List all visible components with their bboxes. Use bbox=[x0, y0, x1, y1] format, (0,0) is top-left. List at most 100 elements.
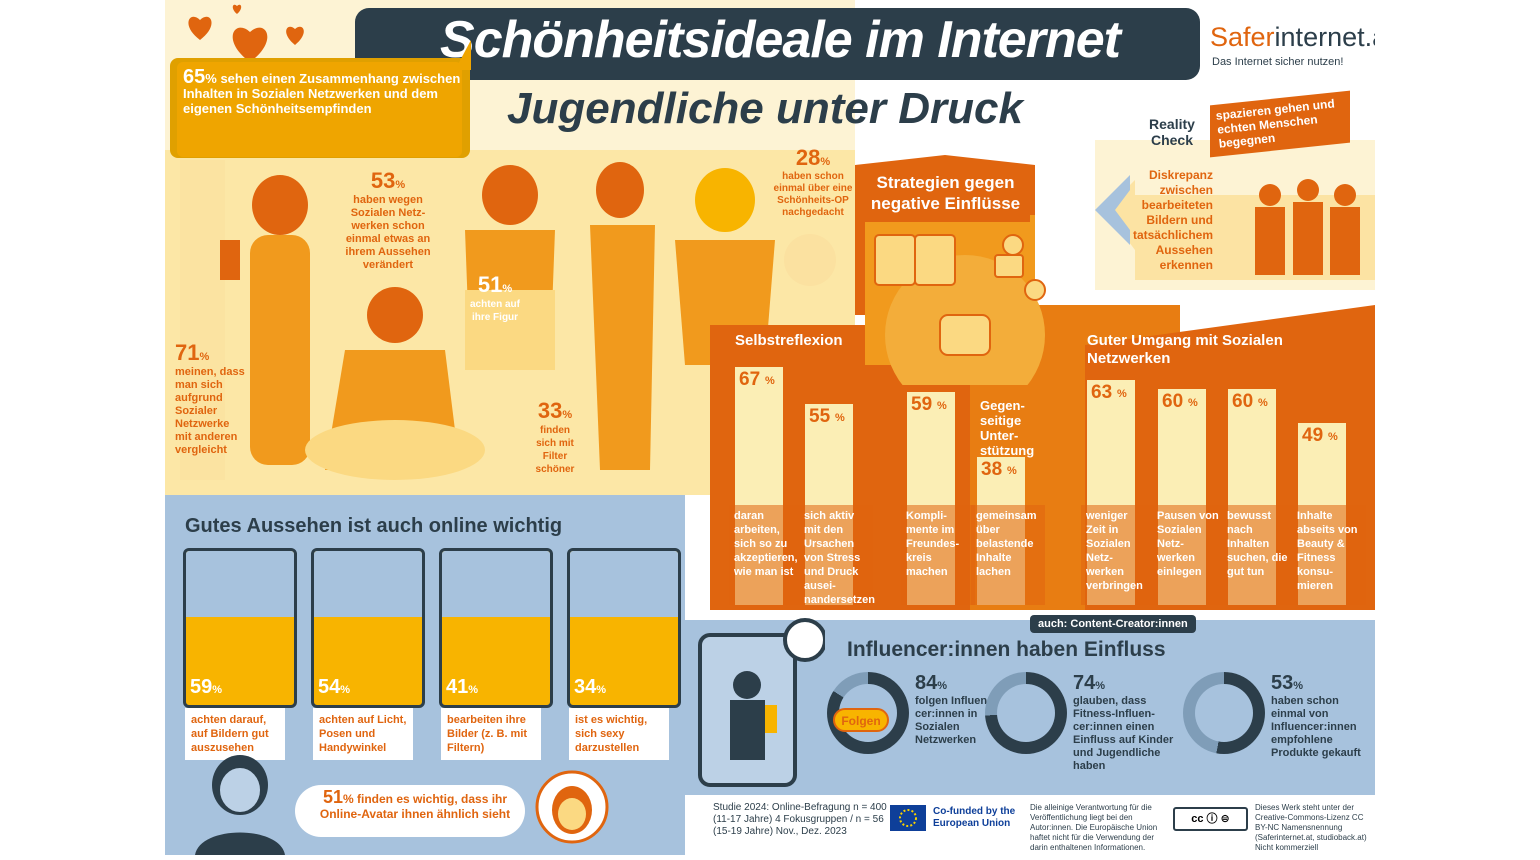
stat-28-unit: % bbox=[820, 156, 831, 168]
stat-71-value: 71 bbox=[175, 340, 200, 365]
stat-53: 53% haben wegen Sozialen Netz-werken sch… bbox=[333, 168, 443, 272]
card-value: 59 bbox=[190, 676, 213, 698]
online-card: 41% bbox=[439, 548, 553, 708]
strategy-bar-value: 63 bbox=[1091, 382, 1113, 403]
influencer-stat-text: glauben, dass Fitness-Influen-cer:innen … bbox=[1073, 695, 1174, 772]
strategy-bar-unit: % bbox=[765, 375, 775, 387]
strategy-bar-unit: % bbox=[1007, 465, 1017, 477]
social-title: Guter Umgang mit Sozialen Netzwerken bbox=[1087, 332, 1283, 367]
strategy-bar-value: 60 bbox=[1232, 391, 1254, 412]
strategy-bar-label: Pausen von Sozialen Netz-werken einlegen bbox=[1152, 505, 1226, 605]
strategy-bar-unit: % bbox=[1188, 397, 1198, 409]
arrow-people-icon bbox=[1095, 175, 1375, 280]
stat-33: 33% finden sich mit Filter schöner bbox=[530, 398, 580, 476]
stat-53-text: haben wegen Sozialen Netz-werken schon e… bbox=[345, 194, 431, 271]
brand-orange: Safer bbox=[1210, 22, 1275, 52]
card-value-wrap: 54% bbox=[318, 676, 350, 699]
online-card: 59% bbox=[183, 548, 297, 708]
stat-53-unit: % bbox=[395, 179, 406, 191]
strategy-bar-unit: % bbox=[937, 400, 947, 412]
page-title: Schönheitsideale im Internet bbox=[440, 11, 1121, 69]
strategy-bar-value: 60 bbox=[1162, 391, 1184, 412]
stat-33-text: finden sich mit Filter schöner bbox=[535, 425, 575, 475]
avatar-stat: 51% finden es wichtig, dass ihr Online-A… bbox=[310, 787, 520, 822]
donut-center bbox=[1195, 684, 1253, 742]
card-unit: % bbox=[340, 684, 351, 696]
stat-28-value: 28 bbox=[795, 145, 821, 170]
stat-51-unit: % bbox=[502, 283, 513, 295]
strategy-bar-label: daran arbeiten, sich so zu akzeptieren, … bbox=[729, 505, 803, 605]
strategy-bar-unit: % bbox=[1258, 397, 1268, 409]
influencer-stat-unit: % bbox=[1095, 680, 1106, 692]
influencer-stat-text: folgen Influen-cer:innen in Sozialen Net… bbox=[915, 695, 991, 746]
strategy-bar-value: 67 bbox=[739, 369, 761, 390]
influencer-stat-value: 74 bbox=[1073, 672, 1096, 694]
stat-51: 51% achten auf ihre Figur bbox=[465, 272, 525, 324]
strategy-bar-label: sich aktiv mit den Ursachen von Stress u… bbox=[799, 505, 875, 606]
influencer-title: Influencer:innen haben Einfluss bbox=[847, 638, 1166, 661]
donut-center bbox=[997, 684, 1055, 742]
stat-53-value: 53 bbox=[370, 168, 396, 193]
stat-33-unit: % bbox=[562, 409, 573, 421]
footer-eu: Co-funded by the European Union bbox=[933, 806, 1016, 829]
online-title: Gutes Aussehen ist auch online wichtig bbox=[185, 515, 563, 537]
strategies-title: Strategien gegen negative Einflüsse bbox=[870, 173, 1021, 213]
eu-flag-icon bbox=[890, 805, 926, 831]
reality-check-text: Diskrepanz zwischen bearbeiteten Bildern… bbox=[1132, 168, 1213, 272]
stat-28: 28% haben schon einmal über eine Schönhe… bbox=[773, 145, 853, 219]
card-illustration bbox=[442, 551, 550, 617]
avatar-cartoon-icon bbox=[535, 770, 609, 844]
strategy-bar-value: 55 bbox=[809, 406, 831, 427]
stat-51-text: achten auf ihre Figur bbox=[469, 299, 520, 323]
support-title: Gegen-seitige Unter-stützung bbox=[980, 398, 1035, 458]
card-caption: ist es wichtig, sich sexy darzustellen bbox=[569, 708, 669, 760]
phone-influencer-icon bbox=[698, 618, 825, 787]
card-value-wrap: 34% bbox=[574, 676, 606, 699]
stat-65-text: 65% sehen einen Zusammenhang zwischen In… bbox=[183, 67, 463, 116]
strategy-bar-label: Inhalte abseits von Beauty & Fitness kon… bbox=[1292, 505, 1366, 605]
infographic: Schönheitsideale im Internet Jugendliche… bbox=[165, 0, 1375, 855]
card-caption: achten darauf, auf Bildern gut auszusehe… bbox=[185, 708, 285, 760]
influencer-stat: 74% glauben, dass Fitness-Influen-cer:inn… bbox=[1073, 672, 1183, 773]
influencer-stat: 53% haben schon einmal von Influencer:inn… bbox=[1271, 672, 1366, 760]
page-subtitle: Jugendliche unter Druck bbox=[507, 84, 1023, 133]
strategy-bar-unit: % bbox=[1328, 431, 1338, 443]
influencer-stat-value: 84 bbox=[915, 672, 938, 694]
card-value-wrap: 41% bbox=[446, 676, 478, 699]
avatar-stat-unit: % bbox=[342, 792, 354, 806]
stat-71-text: meinen, dass man sich aufgrund Sozialer … bbox=[175, 366, 245, 456]
card-illustration bbox=[570, 551, 678, 617]
influencer-stat-text: haben schon einmal von Influencer:innen … bbox=[1271, 695, 1361, 759]
card-value: 34 bbox=[574, 676, 597, 698]
influencer-stat-unit: % bbox=[937, 680, 948, 692]
footer-license: Dieses Werk steht unter der Creative-Com… bbox=[1255, 803, 1367, 852]
follow-button[interactable]: Folgen bbox=[833, 708, 889, 732]
avatar-stat-text: finden es wichtig, dass ihr Online-Avata… bbox=[319, 792, 511, 821]
brand-logo[interactable]: Saferinternet.at bbox=[1210, 22, 1375, 53]
card-caption: achten auf Licht, Posen und Handywinkel bbox=[313, 708, 413, 760]
strategy-bar-label: bewusst nach Inhalten suchen, die gut tu… bbox=[1222, 505, 1296, 605]
avatar-stat-value: 51 bbox=[322, 787, 343, 807]
influencer-donut bbox=[985, 672, 1067, 754]
influencer-donut bbox=[1183, 672, 1265, 754]
brand-tagline: Das Internet sicher nutzen! bbox=[1212, 56, 1344, 68]
hearts-icon bbox=[188, 4, 304, 62]
influencer-stat: 84% folgen Influen-cer:innen in Sozialen … bbox=[915, 672, 1010, 747]
influencer-stat-value: 53 bbox=[1271, 672, 1294, 694]
stat-65-unit: % bbox=[205, 71, 217, 86]
avatar-girl-icon bbox=[195, 755, 285, 855]
strategy-bar-value: 49 bbox=[1302, 425, 1324, 446]
footer-disclaimer: Die alleinige Verantwortung für die Verö… bbox=[1030, 803, 1158, 852]
reality-check-label: Reality Check bbox=[1149, 116, 1195, 148]
online-card: 34% bbox=[567, 548, 681, 708]
strategy-bar-value: 38 bbox=[981, 459, 1003, 480]
strategy-icons bbox=[874, 234, 1046, 385]
card-caption: bearbeiten ihre Bilder (z. B. mit Filter… bbox=[441, 708, 541, 760]
stat-71-unit: % bbox=[199, 351, 210, 363]
title-banner bbox=[355, 8, 1200, 80]
online-card: 54% bbox=[311, 548, 425, 708]
card-illustration bbox=[314, 551, 422, 617]
avatar-bubble bbox=[295, 785, 525, 837]
footer-study: Studie 2024: Online-Befragung n = 400 (1… bbox=[713, 802, 887, 837]
selbstreflexion-title: Selbstreflexion bbox=[735, 332, 843, 349]
